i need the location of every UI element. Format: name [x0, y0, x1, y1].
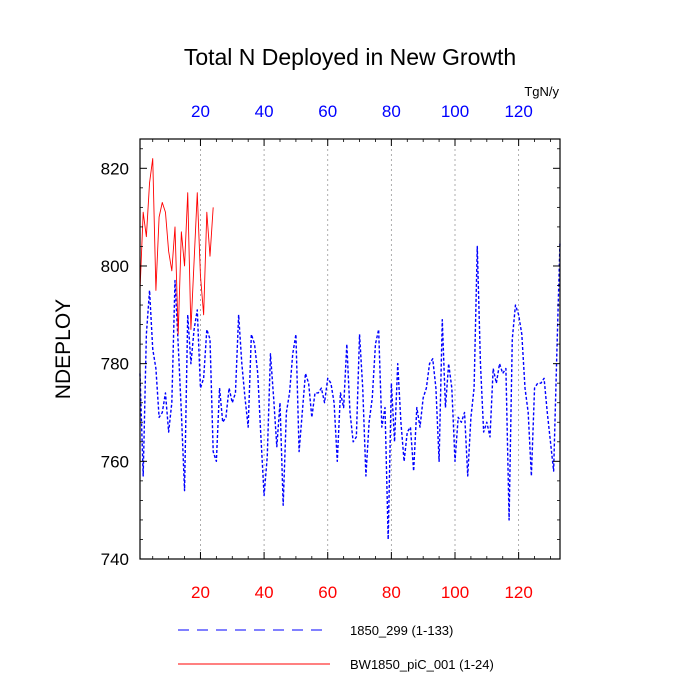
x-tick-label-top: 20 [191, 102, 210, 121]
y-tick-label: 800 [101, 257, 129, 276]
x-tick-label-top: 40 [255, 102, 274, 121]
top-axis-units: TgN/y [524, 84, 559, 99]
gridlines [200, 139, 520, 559]
series-line-0 [139, 241, 561, 541]
plot-frame [139, 138, 561, 560]
x-tick-label-top: 100 [441, 102, 469, 121]
legend: 1850_299 (1-133) BW1850_piC_001 (1-24) [178, 623, 494, 672]
axis-ticks: 20 20 40 40 60 60 80 80 100 100 120 120 740 760 780 800… [101, 102, 560, 602]
chart-title: Total N Deployed in New Growth [184, 44, 516, 70]
x-tick-label-bottom: 100 [441, 583, 469, 602]
x-tick-label-bottom: 20 [191, 583, 210, 602]
x-tick-label-bottom: 120 [504, 583, 532, 602]
x-tick-label-bottom: 80 [382, 583, 401, 602]
y-tick-label: 760 [101, 452, 129, 471]
x-tick-label-bottom: 40 [255, 583, 274, 602]
legend-label-1: BW1850_piC_001 (1-24) [350, 657, 494, 672]
y-tick-label: 780 [101, 355, 129, 374]
x-tick-label-top: 80 [382, 102, 401, 121]
x-tick-label-bottom: 60 [318, 583, 337, 602]
series-line-1 [139, 158, 214, 335]
legend-label-0: 1850_299 (1-133) [350, 623, 453, 638]
x-tick-label-top: 60 [318, 102, 337, 121]
y-tick-label: 820 [101, 159, 129, 178]
x-tick-label-top: 120 [504, 102, 532, 121]
series-layer [139, 158, 561, 541]
y-tick-label: 740 [101, 550, 129, 569]
y-axis-label: NDEPLOY [52, 299, 75, 399]
